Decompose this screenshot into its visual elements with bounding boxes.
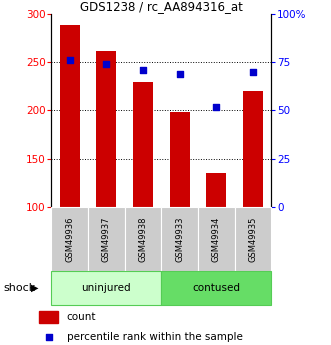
Bar [96, 50, 117, 207]
Point [67, 57, 72, 63]
Point [104, 61, 109, 67]
Bar [206, 173, 226, 207]
Text: contused: contused [192, 283, 240, 293]
Point [214, 104, 219, 109]
Point [46, 334, 51, 339]
Text: uninjured: uninjured [81, 283, 131, 293]
Point [177, 71, 182, 77]
Text: GSM49935: GSM49935 [249, 216, 258, 262]
Point [140, 67, 146, 72]
Bar [125, 207, 161, 271]
Text: GSM49937: GSM49937 [102, 216, 111, 262]
Bar [161, 271, 271, 305]
Point [251, 69, 256, 75]
Bar [51, 271, 161, 305]
Bar [161, 207, 198, 271]
Bar [88, 207, 125, 271]
Bar [51, 207, 88, 271]
Bar [243, 91, 263, 207]
Bar [39, 311, 58, 323]
Bar [169, 112, 190, 207]
Text: percentile rank within the sample: percentile rank within the sample [67, 332, 243, 342]
Text: count: count [67, 312, 96, 322]
Bar [198, 207, 235, 271]
Bar [235, 207, 271, 271]
Text: GSM49933: GSM49933 [175, 216, 184, 262]
Text: GSM49938: GSM49938 [138, 216, 148, 262]
Text: GSM49936: GSM49936 [65, 216, 74, 262]
Text: GSM49934: GSM49934 [212, 216, 221, 262]
Text: shock: shock [3, 283, 35, 293]
Bar [133, 82, 153, 207]
Text: ▶: ▶ [31, 283, 38, 293]
Title: GDS1238 / rc_AA894316_at: GDS1238 / rc_AA894316_at [80, 0, 243, 13]
Bar [60, 26, 80, 207]
